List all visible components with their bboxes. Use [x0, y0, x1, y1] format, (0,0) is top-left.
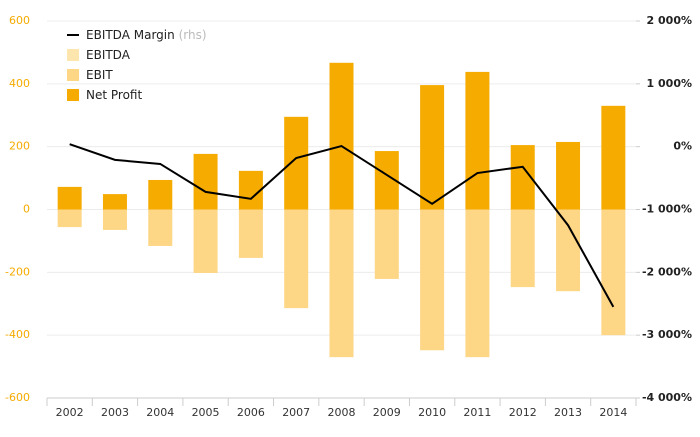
- y2-tick-label: 1 000%: [647, 77, 692, 90]
- bar: [57, 186, 82, 210]
- y-tick-label: -400: [5, 328, 30, 341]
- bar: [374, 209, 399, 279]
- bar: [465, 71, 490, 210]
- legend-swatch: [67, 89, 79, 101]
- y2-tick-label: -4 000%: [642, 391, 692, 404]
- bar: [556, 141, 581, 210]
- y2-tick-label: 2 000%: [647, 14, 692, 27]
- y-tick-label: -200: [5, 265, 30, 278]
- legend-name: EBITDA Margin: [86, 28, 175, 42]
- y-tick-label: -600: [5, 391, 30, 404]
- legend-name: Net Profit: [86, 88, 142, 102]
- x-tick-label: 2007: [282, 406, 310, 419]
- bar: [420, 209, 445, 351]
- bar: [556, 209, 581, 292]
- x-tick-label: 2004: [146, 406, 174, 419]
- x-tick-label: 2014: [599, 406, 627, 419]
- y2-tick-label: -1 000%: [642, 203, 692, 216]
- legend-label: EBITDA: [86, 48, 131, 62]
- y-tick-label: 600: [9, 14, 30, 27]
- y-tick-label: 200: [9, 140, 30, 153]
- x-tick-label: 2011: [463, 406, 491, 419]
- y-tick-label: 0: [23, 203, 30, 216]
- x-tick-label: 2012: [509, 406, 537, 419]
- legend: EBITDA Margin (rhs) EBITDA EBIT Net Profit: [67, 28, 207, 102]
- bar: [284, 116, 309, 210]
- x-tick-label: 2003: [101, 406, 129, 419]
- bar: [148, 209, 173, 246]
- x-tick-label: 2008: [328, 406, 356, 419]
- bar: [238, 170, 263, 210]
- bar: [601, 209, 626, 336]
- bar: [510, 209, 535, 288]
- y-tick-label: 400: [9, 77, 30, 90]
- bar: [601, 105, 626, 210]
- x-tick-label: 2009: [373, 406, 401, 419]
- bar: [193, 209, 218, 273]
- legend-label: Net Profit: [86, 88, 142, 102]
- x-tick-label: 2013: [554, 406, 582, 419]
- x-tick-label: 2002: [56, 406, 84, 419]
- bar: [238, 209, 263, 258]
- line: [69, 143, 615, 308]
- legend-swatch: [67, 49, 79, 61]
- bar: [193, 153, 218, 210]
- x-tick-label: 2005: [192, 406, 220, 419]
- bar: [57, 209, 82, 228]
- legend-swatch: [67, 69, 79, 81]
- legend-name: EBITDA: [86, 48, 131, 62]
- legend-name: EBIT: [86, 68, 113, 82]
- legend-note: (rhs): [179, 28, 207, 42]
- bar: [465, 209, 490, 358]
- bar: [102, 194, 127, 210]
- y2-tick-label: -2 000%: [642, 265, 692, 278]
- y2-tick-label: -3 000%: [642, 328, 692, 341]
- bar: [329, 209, 354, 358]
- legend-label: EBITDA Margin (rhs): [86, 28, 207, 42]
- y2-tick-label: 0%: [673, 140, 692, 153]
- x-tick-label: 2010: [418, 406, 446, 419]
- bar: [329, 62, 354, 210]
- legend-label: EBIT: [86, 68, 113, 82]
- bar: [284, 209, 309, 309]
- bar: [102, 209, 127, 230]
- x-tick-label: 2006: [237, 406, 265, 419]
- bar: [148, 179, 173, 210]
- bar: [420, 85, 445, 210]
